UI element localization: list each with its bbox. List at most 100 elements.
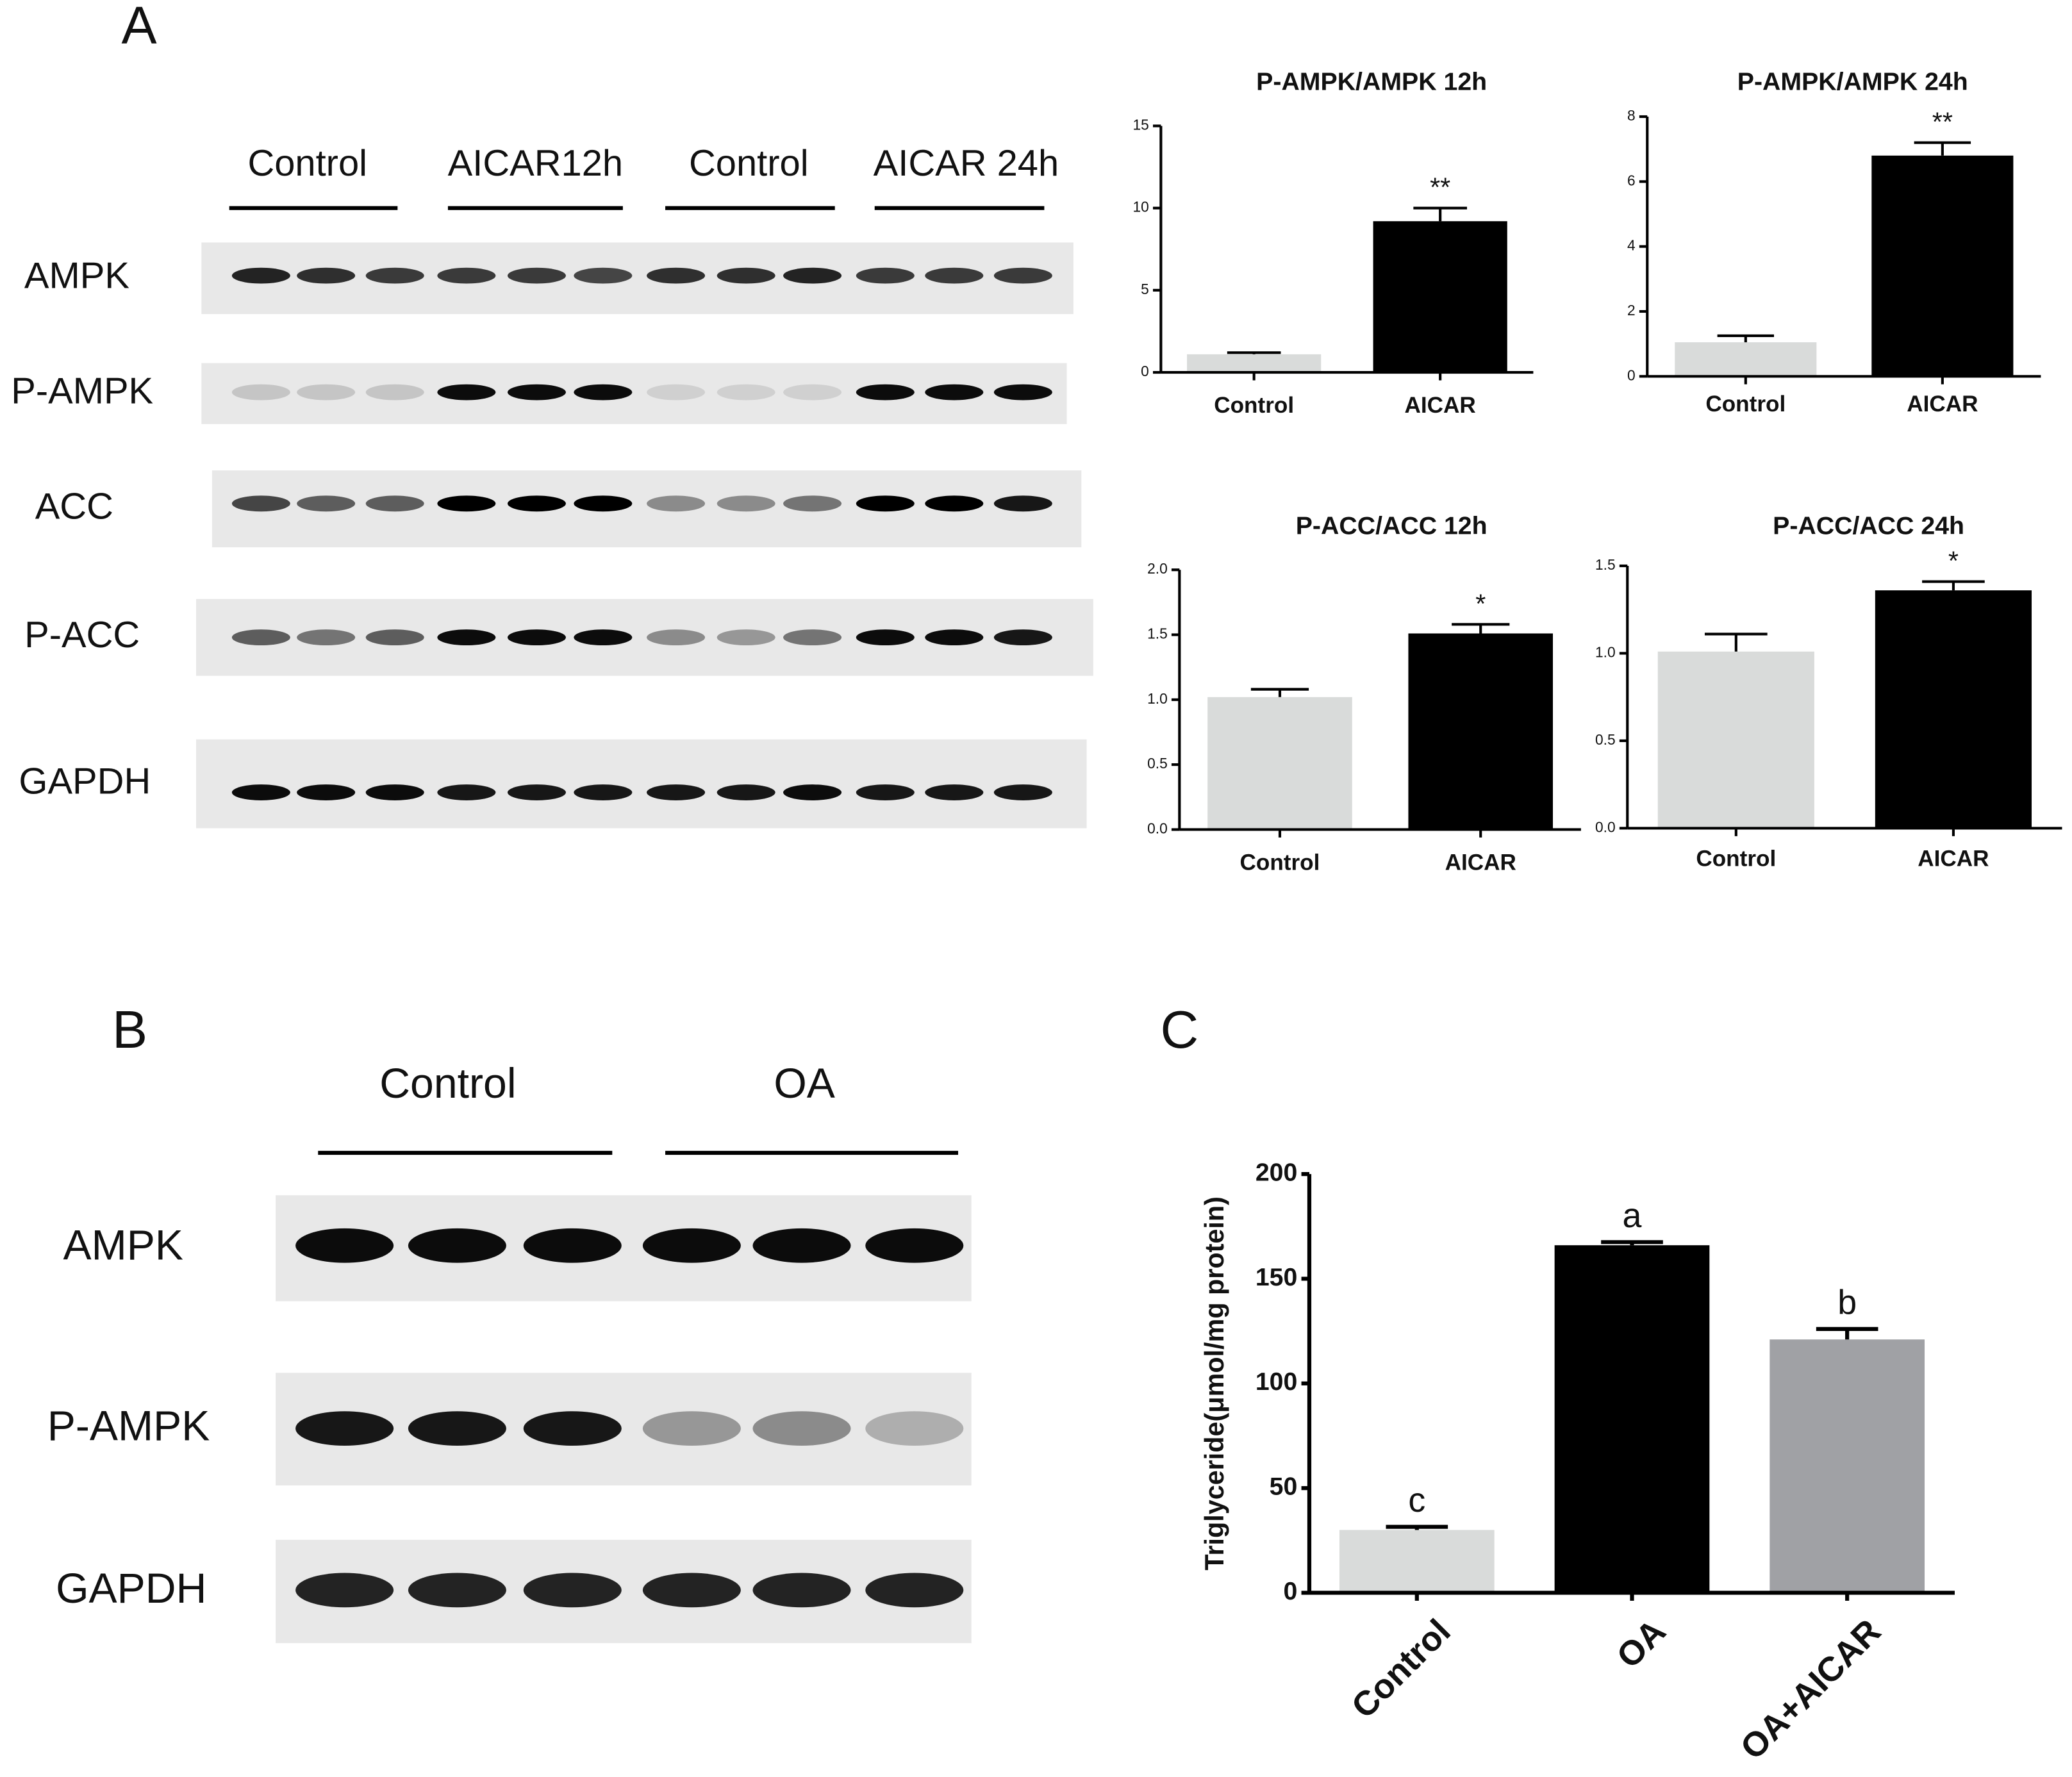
blot-band [297,495,356,512]
protein-label: P-ACC [24,615,140,656]
blot-band [856,384,915,401]
x-tick-label: Control [1214,393,1294,418]
lane-group-label: Control [247,143,367,184]
blot-band [574,267,633,284]
protein-label: P-AMPK [11,370,153,411]
blot-band [856,629,915,646]
blot-band [925,267,984,284]
blot-band [856,784,915,800]
blot-band [925,495,984,512]
lane-group-label: AICAR 24h [874,143,1059,184]
y-tick-label: 100 [1256,1368,1298,1396]
bar [1339,1530,1495,1593]
protein-label: GAPDH [56,1565,206,1612]
blot-band [642,1573,741,1608]
lane-group-label: OA [774,1060,835,1107]
panel-label: C [1160,1000,1198,1059]
lane-group-label: Control [689,143,809,184]
blot-band [231,495,290,512]
blot-band [993,384,1052,401]
lane-group-label: Control [379,1060,516,1107]
protein-label: ACC [35,486,113,527]
blot-band [647,267,706,284]
y-tick-label: 4 [1627,237,1636,254]
blot-band [507,784,566,800]
blot-band [365,384,424,401]
panel-label: B [112,1000,147,1059]
x-tick-label: OA+AICAR [1733,1612,1888,1767]
blot-band [437,784,496,800]
blot-band [647,784,706,800]
significance-label: ** [1430,173,1450,202]
bar [1875,590,2032,829]
blot-band [752,1411,851,1446]
blot-band [507,629,566,646]
blot-band [231,784,290,800]
protein-label: P-AMPK [47,1403,210,1450]
blot-band [717,495,775,512]
significance-label: * [1475,589,1486,618]
chart-title: P-ACC/ACC 12h [1296,511,1488,540]
y-tick-label: 8 [1627,107,1636,124]
blot-band [437,629,496,646]
error-bar [1922,580,1985,591]
blot-band [783,495,842,512]
y-tick-label: 0.0 [1147,820,1168,836]
error-bar [1413,206,1468,222]
blot-band [856,267,915,284]
blot-band [752,1228,851,1263]
blot-band [925,629,984,646]
blot-band [865,1411,964,1446]
y-tick-label: 2 [1627,302,1636,318]
y-tick-label: 10 [1132,199,1148,215]
error-bar [1452,623,1510,634]
blot-band [295,1411,394,1446]
blot-band [365,495,424,512]
x-tick-label: Control [1344,1612,1458,1726]
blot-band [717,384,775,401]
error-bar [1704,632,1768,652]
blot-band [993,629,1052,646]
bar [1554,1245,1710,1593]
x-tick-label: AICAR [1405,393,1476,418]
blot-band [865,1573,964,1608]
blot-band [295,1573,394,1608]
chart-title: P-AMPK/AMPK 24h [1737,68,1968,96]
blot-band [408,1573,506,1608]
panel-label: A [122,0,157,54]
blot-band [717,267,775,284]
error-bar [1386,1525,1448,1530]
error-bar [1914,141,1971,156]
chart-title: P-ACC/ACC 24h [1773,511,1964,540]
blot-band [925,384,984,401]
blot-band [297,267,356,284]
blot-band [993,495,1052,512]
blot-band [507,267,566,284]
error-bar [1250,688,1309,697]
x-tick-label: AICAR [1445,850,1516,875]
blot-band [647,384,706,401]
blot-band [231,629,290,646]
blot-band [523,1573,622,1608]
blot-band [925,784,984,800]
error-bar [1227,351,1281,354]
blot-band [507,384,566,401]
bar [1871,155,2014,377]
significance-label: ** [1932,108,1953,137]
bar [1675,342,1817,377]
y-tick-label: 1.5 [1147,625,1168,642]
blot-band [783,267,842,284]
blot-band [231,384,290,401]
significance-label: a [1623,1196,1642,1235]
error-bar [1717,334,1775,343]
x-tick-label: Control [1705,392,1786,417]
blot-band [408,1228,506,1263]
x-tick-label: AICAR [1907,392,1978,417]
blot-band [642,1411,741,1446]
x-tick-label: Control [1696,846,1776,871]
y-tick-label: 0 [1284,1577,1298,1605]
blot-band [865,1228,964,1263]
bar [1187,354,1322,373]
bar [1207,697,1352,830]
